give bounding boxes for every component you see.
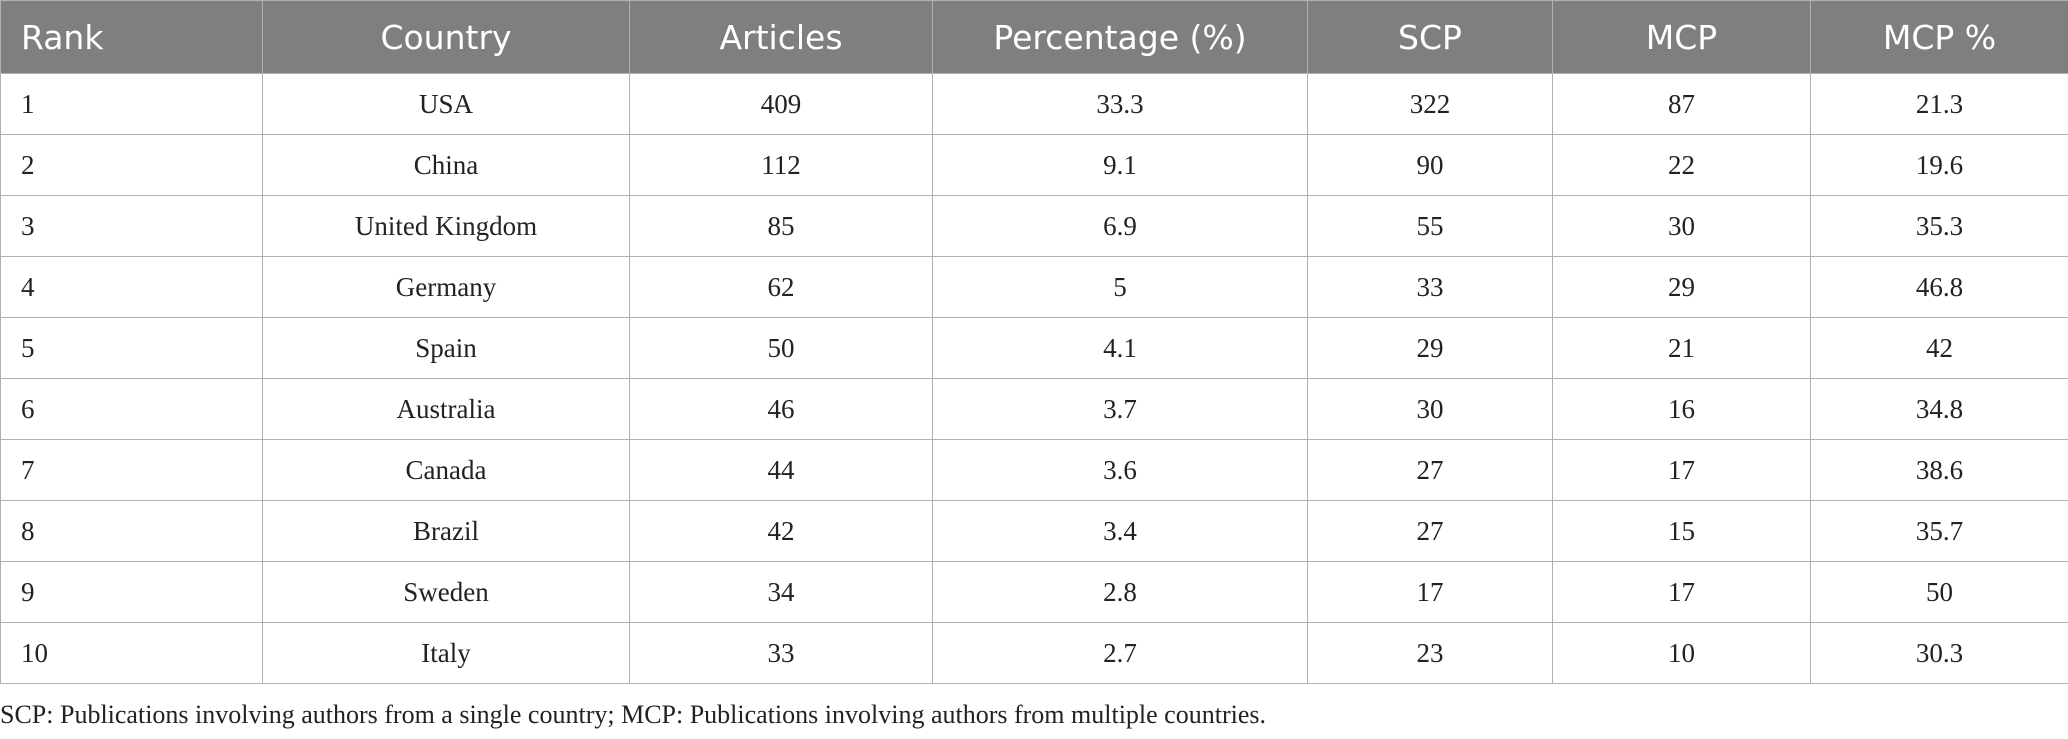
table-cell: 30.3 [1810,622,2068,684]
table-cell: 2.7 [932,622,1308,684]
table-cell: 35.3 [1810,195,2068,257]
table-cell: 46.8 [1810,256,2068,318]
table-row: 2 China 112 9.1 90 22 19.6 [0,134,2068,196]
table-cell: 33.3 [932,73,1308,135]
table-cell: 27 [1307,500,1553,562]
table-cell: 50 [629,317,933,379]
header-row: Rank Country Articles Percentage (%) SCP MCP M… [0,0,2068,74]
table-cell: 2 [0,134,263,196]
data-table: Rank Country Articles Percentage (%) SCP MCP M… [0,0,2068,684]
table-cell: 42 [1810,317,2068,379]
table-cell: United Kingdom [262,195,630,257]
table-cell: 21.3 [1810,73,2068,135]
table-cell: 50 [1810,561,2068,623]
table-cell: 62 [629,256,933,318]
table-cell: Italy [262,622,630,684]
table-row: 7 Canada 44 3.6 27 17 38.6 [0,439,2068,501]
table-cell: 17 [1552,439,1811,501]
table-cell: 322 [1307,73,1553,135]
header-cell: MCP [1552,0,1811,74]
table-cell: 3.4 [932,500,1308,562]
table-cell: 22 [1552,134,1811,196]
table-cell: 9 [0,561,263,623]
table-cell: 15 [1552,500,1811,562]
table-cell: 42 [629,500,933,562]
table-cell: Australia [262,378,630,440]
table-cell: USA [262,73,630,135]
table-cell: 46 [629,378,933,440]
table-cell: 29 [1307,317,1553,379]
table-cell: 9.1 [932,134,1308,196]
header-cell: Percentage (%) [932,0,1308,74]
table-cell: 3.6 [932,439,1308,501]
table-row: 3 United Kingdom 85 6.9 55 30 35.3 [0,195,2068,257]
table-cell: 30 [1552,195,1811,257]
table-cell: 409 [629,73,933,135]
table-cell: Canada [262,439,630,501]
table-row: 10 Italy 33 2.7 23 10 30.3 [0,622,2068,684]
table-row: 5 Spain 50 4.1 29 21 42 [0,317,2068,379]
table-cell: 34 [629,561,933,623]
table-cell: 5 [932,256,1308,318]
table-cell: 3 [0,195,263,257]
table-row: 8 Brazil 42 3.4 27 15 35.7 [0,500,2068,562]
table-cell: 10 [1552,622,1811,684]
table-cell: 19.6 [1810,134,2068,196]
table-cell: 17 [1552,561,1811,623]
table-cell: 33 [629,622,933,684]
table-cell: 7 [0,439,263,501]
header-cell: Articles [629,0,933,74]
header-cell: Country [262,0,630,74]
table-row: 4 Germany 62 5 33 29 46.8 [0,256,2068,318]
table-cell: Spain [262,317,630,379]
table-cell: 10 [0,622,263,684]
table-row: 9 Sweden 34 2.8 17 17 50 [0,561,2068,623]
table-cell: Brazil [262,500,630,562]
footnote: SCP: Publications involving authors from… [0,700,1266,729]
table-cell: 16 [1552,378,1811,440]
table-cell: 6 [0,378,263,440]
table-cell: China [262,134,630,196]
table-cell: 44 [629,439,933,501]
table-cell: 21 [1552,317,1811,379]
table-cell: 1 [0,73,263,135]
table-cell: 4.1 [932,317,1308,379]
header-cell: SCP [1307,0,1553,74]
table-cell: 3.7 [932,378,1308,440]
table-cell: 87 [1552,73,1811,135]
header-cell: Rank [0,0,263,74]
table-body: 1 USA 409 33.3 322 87 21.3 2 China 112 9.1 90 22 19.6… [0,73,2068,684]
table-cell: 38.6 [1810,439,2068,501]
table-cell: 29 [1552,256,1811,318]
table-cell: 23 [1307,622,1553,684]
table-cell: 34.8 [1810,378,2068,440]
table-cell: 85 [629,195,933,257]
header-cell: MCP % [1810,0,2068,74]
table-cell: 30 [1307,378,1553,440]
table-cell: 112 [629,134,933,196]
table-cell: 55 [1307,195,1553,257]
table-cell: Sweden [262,561,630,623]
table-cell: Germany [262,256,630,318]
table-cell: 8 [0,500,263,562]
table-row: 6 Australia 46 3.7 30 16 34.8 [0,378,2068,440]
table-cell: 6.9 [932,195,1308,257]
table-cell: 27 [1307,439,1553,501]
table-cell: 17 [1307,561,1553,623]
table-row: 1 USA 409 33.3 322 87 21.3 [0,73,2068,135]
table-cell: 4 [0,256,263,318]
table-cell: 5 [0,317,263,379]
table-cell: 35.7 [1810,500,2068,562]
table-cell: 90 [1307,134,1553,196]
table-cell: 2.8 [932,561,1308,623]
table-cell: 33 [1307,256,1553,318]
